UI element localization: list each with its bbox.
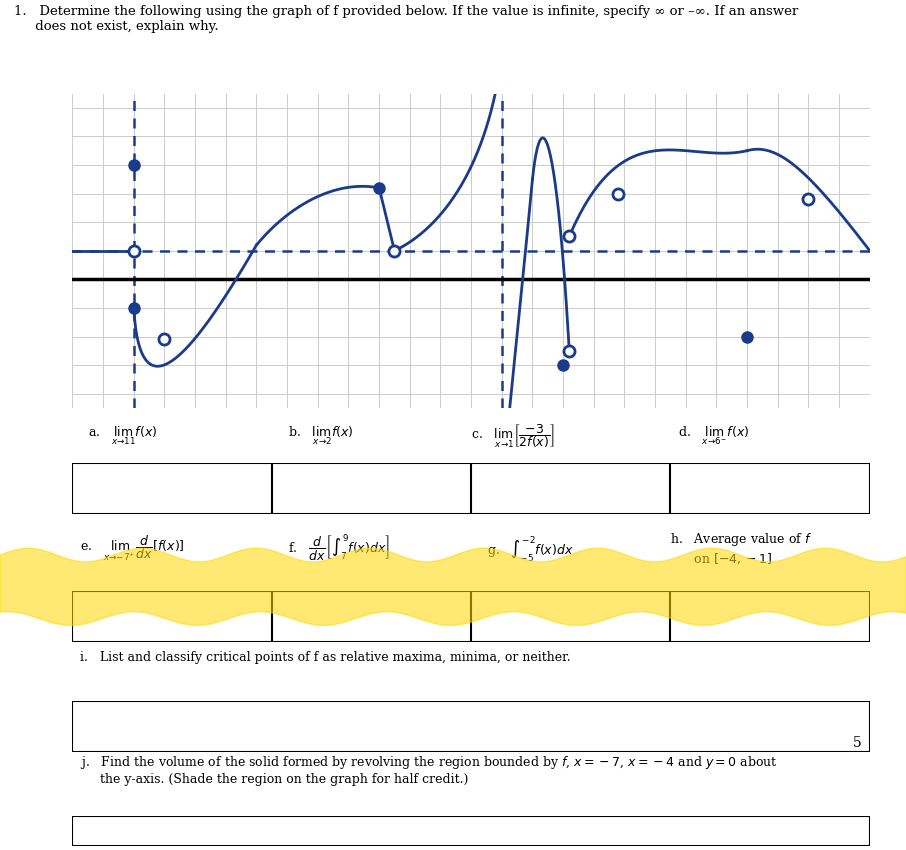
Text: c.   $\lim_{x\to 1} \left[\dfrac{-3}{2f(x)}\right]$: c. $\lim_{x\to 1} \left[\dfrac{-3}{2f(x)… xyxy=(471,422,555,450)
Text: 1.   Determine the following using the graph of f provided below. If the value i: 1. Determine the following using the gra… xyxy=(14,5,798,33)
Text: e.   $\lim_{x\to-7^+} \dfrac{d}{dx}\left[f(x)\right]$: e. $\lim_{x\to-7^+} \dfrac{d}{dx}\left[f… xyxy=(81,534,185,564)
Text: i.   List and classify critical points of f as relative maxima, minima, or neith: i. List and classify critical points of … xyxy=(81,651,571,664)
Text: d.   $\lim_{x\to 6^-} f(x)$: d. $\lim_{x\to 6^-} f(x)$ xyxy=(679,424,750,447)
Text: 5: 5 xyxy=(853,736,862,750)
Text: f.   $\dfrac{d}{dx}\left[\int_7^9 f(x)dx\right]$: f. $\dfrac{d}{dx}\left[\int_7^9 f(x)dx\r… xyxy=(288,533,390,564)
Text: a.   $\lim_{x\to 11} f(x)$: a. $\lim_{x\to 11} f(x)$ xyxy=(89,424,158,447)
Text: g.   $\int_{-5}^{-2} f(x)dx$: g. $\int_{-5}^{-2} f(x)dx$ xyxy=(487,534,573,564)
Text: h.   Average value of $f$
      on $[-4, -1]$: h. Average value of $f$ on $[-4, -1]$ xyxy=(670,531,813,566)
Text: b.   $\lim_{x\to 2} f(x)$: b. $\lim_{x\to 2} f(x)$ xyxy=(288,424,353,447)
Text: j.   Find the volume of the solid formed by revolving the region bounded by $f$,: j. Find the volume of the solid formed b… xyxy=(81,754,778,785)
